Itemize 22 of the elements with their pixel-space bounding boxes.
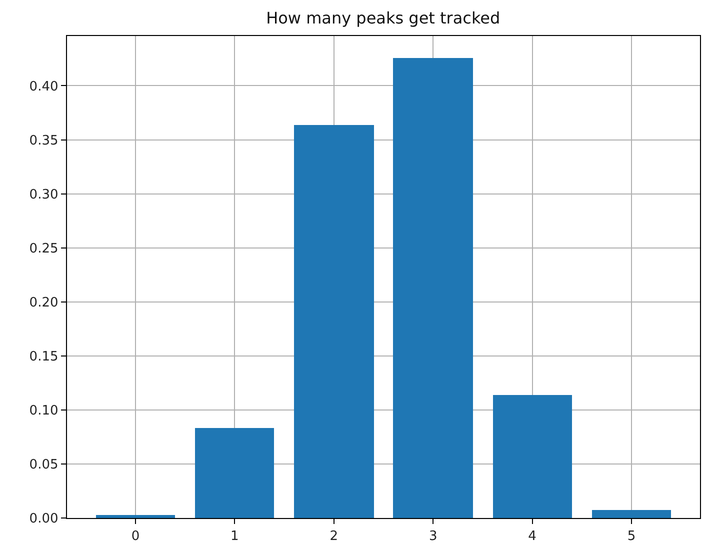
bar — [96, 515, 175, 518]
x-tick-label: 1 — [230, 528, 239, 544]
y-tick-label: 0.40 — [29, 79, 58, 94]
y-tick-label: 0.30 — [29, 187, 58, 202]
y-tick-label: 0.20 — [29, 295, 58, 310]
bar — [393, 58, 473, 518]
bar — [294, 125, 374, 518]
x-tick-label: 5 — [627, 528, 636, 544]
bar — [592, 510, 671, 518]
y-tick-label: 0.25 — [29, 241, 58, 256]
y-tick-label: 0.15 — [29, 349, 58, 364]
x-tick-label: 4 — [528, 528, 536, 544]
x-tick-label: 3 — [428, 528, 438, 544]
chart-title: How many peaks get tracked — [266, 8, 500, 28]
y-tick-label: 0.00 — [29, 512, 58, 527]
y-tick-label: 0.05 — [29, 458, 58, 473]
y-tick-label: 0.35 — [29, 133, 58, 148]
y-tick-label: 0.10 — [29, 403, 58, 418]
bar — [493, 395, 572, 518]
x-tick-label: 0 — [131, 528, 140, 544]
bar — [195, 428, 274, 518]
x-tick-label: 2 — [330, 528, 338, 544]
